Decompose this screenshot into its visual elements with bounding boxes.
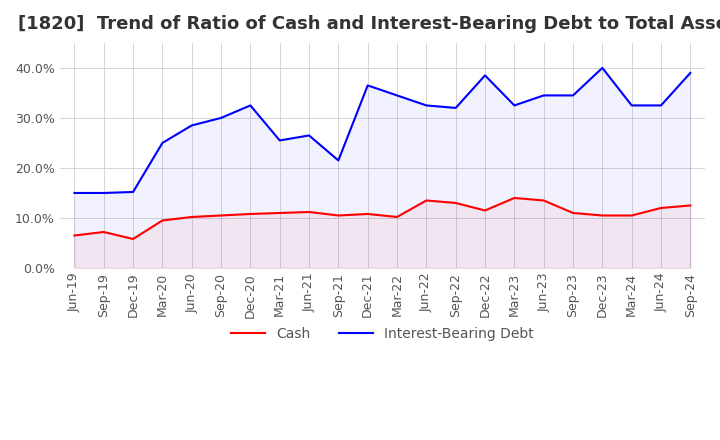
Legend: Cash, Interest-Bearing Debt: Cash, Interest-Bearing Debt xyxy=(225,322,540,347)
Cash xyxy=(99,229,108,235)
Interest-Bearing Debt xyxy=(422,103,431,108)
Interest-Bearing Debt xyxy=(364,83,372,88)
Cash xyxy=(334,213,343,218)
Interest-Bearing Debt xyxy=(686,70,695,76)
Cash xyxy=(305,209,313,215)
Cash xyxy=(451,200,460,205)
Title: [1820]  Trend of Ratio of Cash and Interest-Bearing Debt to Total Assets: [1820] Trend of Ratio of Cash and Intere… xyxy=(18,15,720,33)
Interest-Bearing Debt xyxy=(129,189,138,194)
Cash xyxy=(510,195,518,201)
Interest-Bearing Debt xyxy=(392,93,401,98)
Line: Interest-Bearing Debt: Interest-Bearing Debt xyxy=(74,68,690,193)
Interest-Bearing Debt xyxy=(598,65,607,70)
Cash xyxy=(657,205,665,211)
Line: Cash: Cash xyxy=(74,198,690,239)
Cash xyxy=(158,218,167,223)
Cash xyxy=(364,211,372,216)
Interest-Bearing Debt xyxy=(334,158,343,163)
Cash xyxy=(598,213,607,218)
Interest-Bearing Debt xyxy=(217,115,225,121)
Interest-Bearing Debt xyxy=(451,105,460,110)
Interest-Bearing Debt xyxy=(187,123,196,128)
Cash xyxy=(422,198,431,203)
Cash xyxy=(392,214,401,220)
Cash xyxy=(686,203,695,208)
Cash xyxy=(539,198,548,203)
Cash xyxy=(217,213,225,218)
Interest-Bearing Debt xyxy=(539,93,548,98)
Interest-Bearing Debt xyxy=(158,140,167,146)
Cash xyxy=(275,210,284,216)
Interest-Bearing Debt xyxy=(627,103,636,108)
Interest-Bearing Debt xyxy=(275,138,284,143)
Interest-Bearing Debt xyxy=(569,93,577,98)
Cash xyxy=(129,236,138,242)
Interest-Bearing Debt xyxy=(246,103,255,108)
Interest-Bearing Debt xyxy=(481,73,490,78)
Interest-Bearing Debt xyxy=(70,191,78,196)
Cash xyxy=(627,213,636,218)
Interest-Bearing Debt xyxy=(657,103,665,108)
Interest-Bearing Debt xyxy=(305,133,313,138)
Cash xyxy=(246,211,255,216)
Cash xyxy=(569,210,577,216)
Interest-Bearing Debt xyxy=(510,103,518,108)
Interest-Bearing Debt xyxy=(99,191,108,196)
Cash xyxy=(70,233,78,238)
Cash xyxy=(481,208,490,213)
Cash xyxy=(187,214,196,220)
